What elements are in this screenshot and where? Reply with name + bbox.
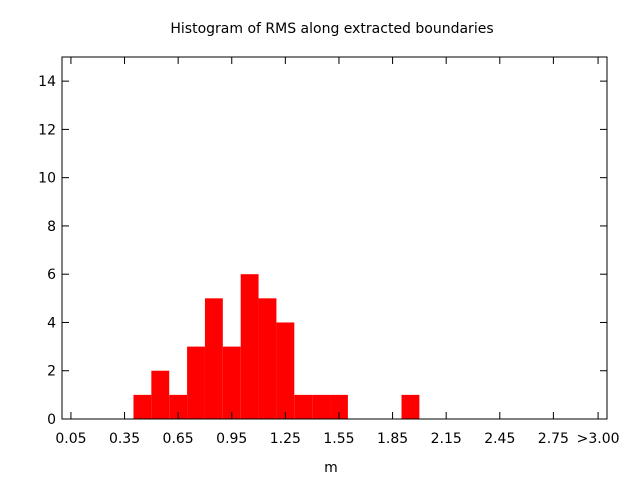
x-axis-label: m [324,460,338,476]
y-tick-label-4: 8 [47,219,56,235]
chart-title: Histogram of RMS along extracted boundar… [170,21,493,37]
bar-7 [258,298,277,419]
y-tick-label-0: 0 [47,412,56,428]
bar-3 [187,346,205,419]
ticks-group [62,57,607,420]
x-tick-label-3: 0.95 [216,431,247,447]
y-tick-label-3: 6 [47,267,56,283]
bars-group [133,274,420,419]
x-tick-label-4: 1.25 [270,431,301,447]
bar-5 [222,346,241,419]
bar-10 [312,394,331,419]
bar-8 [276,322,295,419]
bar-4 [204,298,223,419]
y-tick-label-5: 10 [38,171,56,187]
x-tick-label-5: 1.55 [323,431,354,447]
bar-12 [401,394,420,419]
x-tick-label-7: 2.15 [431,431,462,447]
plot-frame [61,56,608,420]
y-tick-label-1: 2 [47,364,56,380]
x-tick-label-2: 0.65 [163,431,194,447]
x-tick-label-1: 0.35 [109,431,140,447]
bar-1 [151,370,170,419]
x-tick-label-9: 2.75 [538,431,569,447]
x-tick-label-8: 2.45 [484,431,515,447]
bar-2 [169,394,188,419]
bar-9 [294,394,313,419]
y-tick-label-6: 12 [38,122,56,138]
x-tick-label-6: 1.85 [377,431,408,447]
tick-labels-group: 0 2 4 6 8 10 12 14 0.05 0.35 0.65 0.95 1.25 1.55 1.85 2… [38,74,619,447]
y-tick-label-2: 4 [47,315,56,331]
bar-0 [133,394,152,419]
x-tick-label-0: 0.05 [55,431,86,447]
bar-6 [240,274,259,419]
x-tick-label-10: >3.00 [577,431,620,447]
y-tick-label-7: 14 [38,74,56,90]
bar-11 [330,394,348,419]
